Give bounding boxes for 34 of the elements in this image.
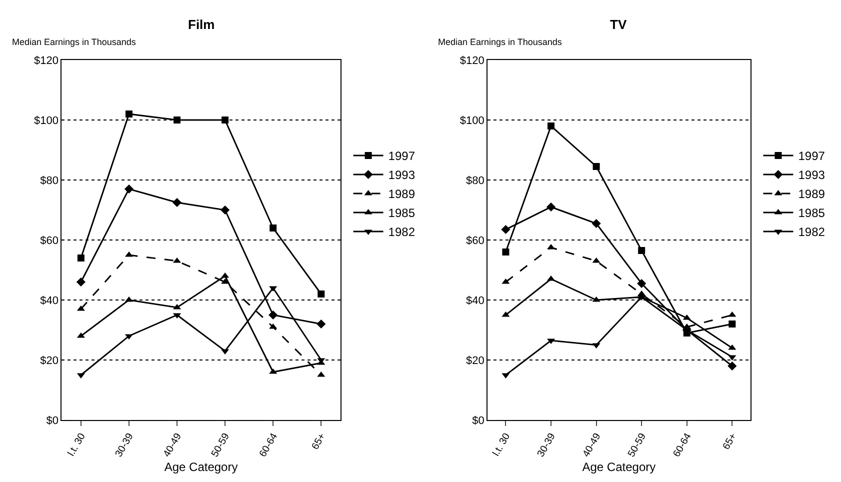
y-tick-label: $40 <box>40 294 59 307</box>
y-tick-label: $80 <box>466 174 484 187</box>
legend-label: 1997 <box>798 149 826 164</box>
x-axis-title: Age Category <box>164 460 238 474</box>
y-tick-label: $0 <box>46 414 59 427</box>
x-axis-title: Age Category <box>582 460 656 474</box>
legend-label: 1989 <box>388 187 416 202</box>
y-tick-label: $20 <box>466 354 484 367</box>
y-tick-label: $0 <box>472 414 484 427</box>
x-tick-label: 65+ <box>310 431 328 452</box>
legend-label: 1985 <box>798 206 826 220</box>
chart-title: Film <box>188 17 215 32</box>
y-tick-label: $120 <box>34 54 59 67</box>
y-axis-title: Median Earnings in Thousands <box>12 37 136 47</box>
y-tick-label: $40 <box>466 294 484 307</box>
y-tick-label: $20 <box>40 354 59 367</box>
chart-title: TV <box>610 17 627 32</box>
y-tick-label: $100 <box>34 114 59 127</box>
y-tick-label: $80 <box>40 174 59 187</box>
legend-label: 1989 <box>798 187 826 202</box>
y-tick-label: $120 <box>460 54 484 67</box>
legend-label: 1993 <box>798 168 826 182</box>
y-tick-label: $60 <box>40 234 59 247</box>
legend-label: 1982 <box>388 225 416 240</box>
legend-label: 1985 <box>388 206 416 220</box>
x-tick-label: l.t. 30 <box>66 431 88 458</box>
legend-label: 1997 <box>388 149 416 164</box>
y-axis-title: Median Earnings in Thousands <box>438 37 562 47</box>
x-tick-label: 65+ <box>721 431 740 452</box>
legend-label: 1993 <box>388 168 416 182</box>
x-tick-label: l.t. 30 <box>490 431 513 458</box>
y-tick-label: $100 <box>460 114 484 127</box>
legend-label: 1982 <box>798 225 826 240</box>
y-tick-label: $60 <box>466 234 484 247</box>
